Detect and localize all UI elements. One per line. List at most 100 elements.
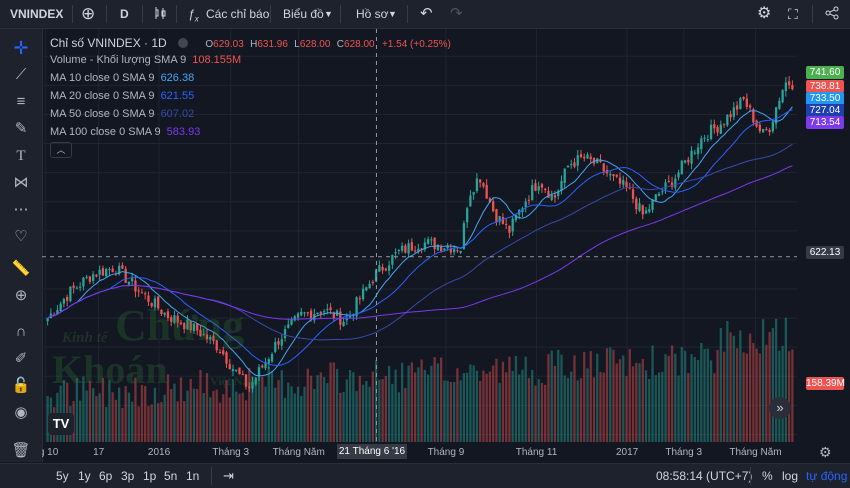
zoom-in-icon[interactable]: ⊕ (14, 287, 28, 304)
eye-icon[interactable]: ◉ (14, 404, 28, 421)
magnet-icon[interactable]: ∩ (15, 323, 27, 340)
range-1d-button[interactable]: 1n (186, 469, 200, 483)
x-tick-label: Tháng 11 (516, 447, 558, 458)
indicators-button[interactable]: Các chỉ báo (206, 7, 270, 21)
candle-body (176, 315, 179, 323)
interval-button[interactable]: D (120, 7, 129, 21)
candle-body (131, 278, 134, 282)
candle-body (212, 335, 215, 341)
lock-icon[interactable]: 🔓 (11, 377, 31, 394)
volume-bar (560, 354, 563, 442)
candle-body (254, 377, 257, 385)
volume-bar (309, 375, 313, 442)
candle-body (462, 223, 466, 249)
collapse-icon[interactable] (178, 38, 189, 48)
candle-body (231, 368, 235, 372)
text-tool-icon[interactable]: T (16, 148, 26, 164)
candle-body (105, 269, 108, 277)
range-1y-button[interactable]: 1y (78, 469, 91, 483)
heart-icon[interactable]: ♡ (14, 228, 28, 245)
candles-icon[interactable] (153, 0, 167, 28)
volume-bar (134, 377, 137, 442)
volume-bar (127, 392, 131, 442)
candle-body (430, 239, 433, 241)
range-3m-button[interactable]: 3p (121, 469, 135, 483)
candle-body (687, 159, 690, 163)
volume-bar (696, 360, 700, 442)
range-5y-button[interactable]: 5y (56, 469, 69, 483)
settings-gear-icon[interactable]: ⚙ (757, 5, 772, 22)
range-1m-button[interactable]: 1p (143, 469, 157, 483)
candle-body (326, 309, 329, 311)
volume-bar (196, 388, 199, 442)
volume-bar (179, 377, 183, 442)
x-tick-label: 2017 (616, 447, 639, 458)
volume-bar (244, 400, 248, 442)
volume-bar (479, 380, 482, 442)
percent-scale-button[interactable]: % (762, 469, 773, 483)
price-chart[interactable]: 500.00520.00540.00560.00580.00600.00620.… (42, 29, 802, 462)
fullscreen-icon[interactable]: ⛶ (788, 6, 798, 22)
symbol-search-button[interactable]: VNINDEX (10, 7, 64, 21)
moving-average-line (47, 165, 793, 320)
volume-bar (625, 376, 628, 442)
redo-icon[interactable]: ↷ (450, 5, 463, 22)
candle-body (238, 367, 241, 375)
candle-body (479, 179, 482, 183)
calendar-goto-icon[interactable]: ⇥ (223, 468, 234, 483)
volume-bar (518, 374, 521, 442)
candle-body (547, 190, 550, 198)
ruler-icon[interactable]: 📏 (11, 260, 31, 277)
volume-bar (274, 387, 277, 442)
indicators-icon[interactable]: ƒx (188, 7, 199, 24)
candle-body (706, 139, 709, 141)
volume-bar (423, 369, 427, 442)
scroll-to-realtime-button[interactable]: » (769, 397, 791, 419)
toolbar-separator (812, 5, 813, 23)
candle-body (501, 217, 505, 224)
pencil-lock-icon[interactable]: ✐ (14, 350, 28, 367)
log-scale-button[interactable]: log (782, 469, 799, 483)
trash-icon[interactable]: 🗑 (11, 442, 31, 459)
compare-add-icon[interactable]: ⊕ (81, 4, 96, 23)
chart-type-button[interactable]: Biểu đồ (283, 7, 324, 21)
undo-icon[interactable]: ↶ (420, 5, 433, 22)
volume-bar (296, 386, 300, 442)
candle-body (683, 160, 687, 163)
brush-icon[interactable]: ✎ (14, 120, 28, 137)
price-label-close: 741.60 (806, 66, 844, 79)
candle-body (95, 274, 98, 277)
profile-button[interactable]: Hồ sơ (356, 7, 389, 21)
prediction-icon[interactable]: ⋯ (13, 201, 29, 218)
volume-bar (449, 381, 453, 442)
volume-bar (105, 407, 108, 442)
candle-body (108, 269, 111, 271)
clock-time[interactable]: 08:58:14 (UTC+7) (656, 469, 753, 483)
volume-bar (62, 380, 66, 442)
volume-bar (557, 349, 560, 442)
toolbar-separator (211, 467, 212, 485)
volume-bar (618, 359, 622, 442)
scale-settings-gear-icon[interactable]: ⚙ (819, 444, 832, 460)
x-tick-label: Tháng 3 (212, 447, 249, 458)
crosshair-icon[interactable]: ✛ (13, 38, 29, 58)
candle-body (527, 199, 531, 201)
toolbar-separator (72, 5, 73, 23)
range-6m-button[interactable]: 6p (99, 469, 113, 483)
candle-body (118, 265, 121, 275)
volume-bar (241, 392, 244, 442)
trend-line-icon[interactable]: ⟋ (15, 66, 27, 83)
candle-body (423, 242, 427, 250)
tradingview-logo[interactable]: TV (48, 413, 74, 435)
pattern-icon[interactable]: ⋈ (13, 174, 29, 191)
legend-collapse-button[interactable]: ︿ (50, 142, 72, 158)
share-icon[interactable] (825, 0, 839, 28)
candle-body (648, 209, 651, 212)
candle-body (560, 180, 563, 191)
horizontal-lines-icon[interactable]: ≡ (16, 93, 26, 110)
x-tick-label: Tháng Năm (729, 447, 781, 458)
range-5d-button[interactable]: 5n (164, 469, 178, 483)
volume-bar (163, 394, 166, 442)
auto-scale-button[interactable]: tự động (806, 469, 848, 483)
volume-bar (231, 379, 235, 442)
